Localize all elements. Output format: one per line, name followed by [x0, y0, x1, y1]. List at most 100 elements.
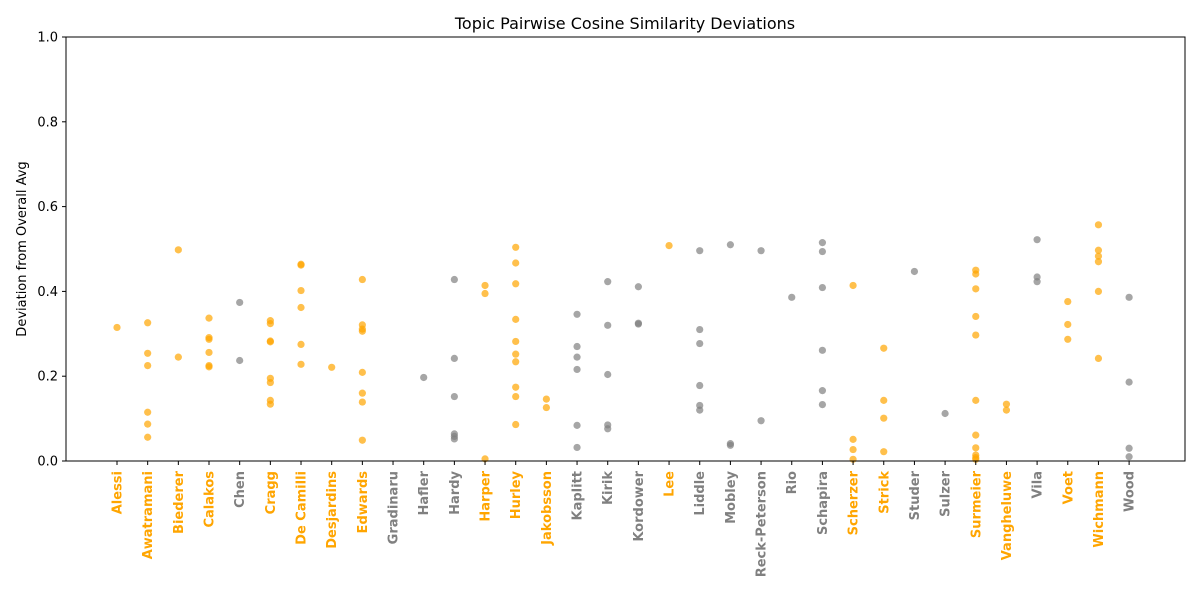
data-point — [512, 420, 520, 429]
x-tick-label: Edwards — [356, 471, 371, 534]
data-point — [696, 339, 704, 348]
data-point — [726, 241, 735, 249]
data-point — [665, 242, 673, 250]
data-point — [972, 270, 980, 278]
data-point — [818, 283, 827, 292]
data-point — [481, 289, 489, 298]
data-point — [144, 433, 152, 441]
x-tick-label: Lee — [663, 471, 678, 497]
data-point — [972, 396, 980, 404]
data-point — [941, 409, 949, 418]
x-tick-label: Hardy — [448, 470, 463, 514]
data-point — [481, 281, 489, 290]
x-tick-label: Alessi — [111, 471, 126, 514]
x-tick-label: De Camilli — [295, 471, 310, 545]
y-tick-label: 0.8 — [37, 115, 58, 130]
y-tick-label: 0.4 — [37, 285, 58, 300]
data-point — [512, 259, 520, 267]
data-point — [604, 321, 612, 329]
data-point — [604, 278, 612, 286]
data-point — [450, 275, 458, 284]
x-tick-label: Voet — [1061, 471, 1076, 504]
data-point — [726, 441, 735, 449]
x-tick-label: Calakos — [203, 471, 218, 528]
data-point — [880, 414, 888, 422]
data-point — [1125, 453, 1133, 461]
plot-frame — [65, 36, 1186, 462]
data-point — [512, 392, 520, 401]
data-point — [144, 362, 152, 370]
data-point — [358, 275, 366, 284]
data-point — [880, 344, 888, 352]
data-point — [880, 448, 888, 456]
data-point — [542, 403, 550, 412]
data-point — [1094, 246, 1103, 254]
x-tick-label: Vangheluwe — [1000, 471, 1015, 560]
data-point — [297, 286, 305, 295]
data-point — [450, 435, 458, 443]
x-tick-label: Scherzer — [847, 470, 862, 535]
data-point — [236, 356, 244, 365]
data-point — [1002, 406, 1011, 414]
data-point — [818, 401, 827, 409]
data-point — [144, 420, 152, 428]
x-tick-label: Chen — [233, 471, 248, 508]
data-point — [1094, 287, 1103, 295]
data-point — [358, 327, 366, 335]
data-point — [1064, 335, 1072, 343]
data-point — [573, 421, 581, 429]
data-point — [205, 363, 213, 371]
data-point — [972, 285, 980, 293]
data-point — [910, 267, 919, 276]
data-point — [450, 392, 458, 401]
data-point — [818, 247, 827, 256]
data-point — [604, 425, 612, 433]
data-point — [1033, 236, 1041, 244]
x-tick-label: Mobley — [724, 470, 739, 523]
data-point — [1125, 378, 1133, 386]
data-point — [1064, 297, 1072, 306]
data-points — [113, 221, 1133, 463]
data-point — [1064, 320, 1072, 329]
data-point — [358, 436, 366, 444]
x-tick-label: Sulzer — [939, 470, 954, 516]
x-tick-label: Kordower — [632, 470, 647, 541]
chart-title: Topic Pairwise Cosine Similarity Deviati… — [454, 14, 795, 33]
y-axis-label: Deviation from Overall Avg — [15, 161, 30, 336]
data-point — [358, 389, 366, 397]
x-axis: Alessi Awatramani Biederer Calakos Chen Cragg… — [111, 461, 1138, 577]
data-point — [297, 261, 305, 269]
data-point — [573, 353, 581, 361]
x-tick-label: Harper — [479, 470, 494, 521]
data-point — [512, 243, 520, 251]
y-axis: 0.0 0.2 0.4 0.6 0.8 1.0 — [37, 31, 66, 470]
x-tick-label: Reck-Peterson — [755, 471, 770, 577]
x-tick-label: Liddle — [693, 471, 708, 516]
data-point — [573, 342, 581, 351]
y-tick-label: 0.6 — [37, 200, 58, 215]
data-point — [573, 365, 581, 374]
data-point — [634, 283, 642, 291]
data-point — [512, 383, 520, 391]
data-point — [144, 408, 152, 416]
data-point — [972, 312, 980, 321]
data-point — [849, 435, 857, 443]
data-point — [512, 350, 520, 358]
data-point — [542, 395, 550, 403]
data-point — [604, 370, 612, 379]
y-tick-label: 0.0 — [37, 455, 58, 470]
data-point — [972, 431, 980, 439]
data-point — [512, 315, 520, 323]
data-point — [113, 323, 121, 332]
data-point — [696, 325, 704, 334]
x-tick-label: Vila — [1031, 471, 1046, 499]
data-point — [1094, 221, 1103, 229]
data-point — [512, 337, 520, 346]
x-tick-label: Surmeier — [969, 470, 984, 538]
data-point — [512, 358, 520, 366]
x-tick-label: Rio — [785, 471, 800, 494]
data-point — [788, 293, 796, 301]
data-point — [1033, 278, 1041, 286]
data-point — [328, 363, 336, 371]
